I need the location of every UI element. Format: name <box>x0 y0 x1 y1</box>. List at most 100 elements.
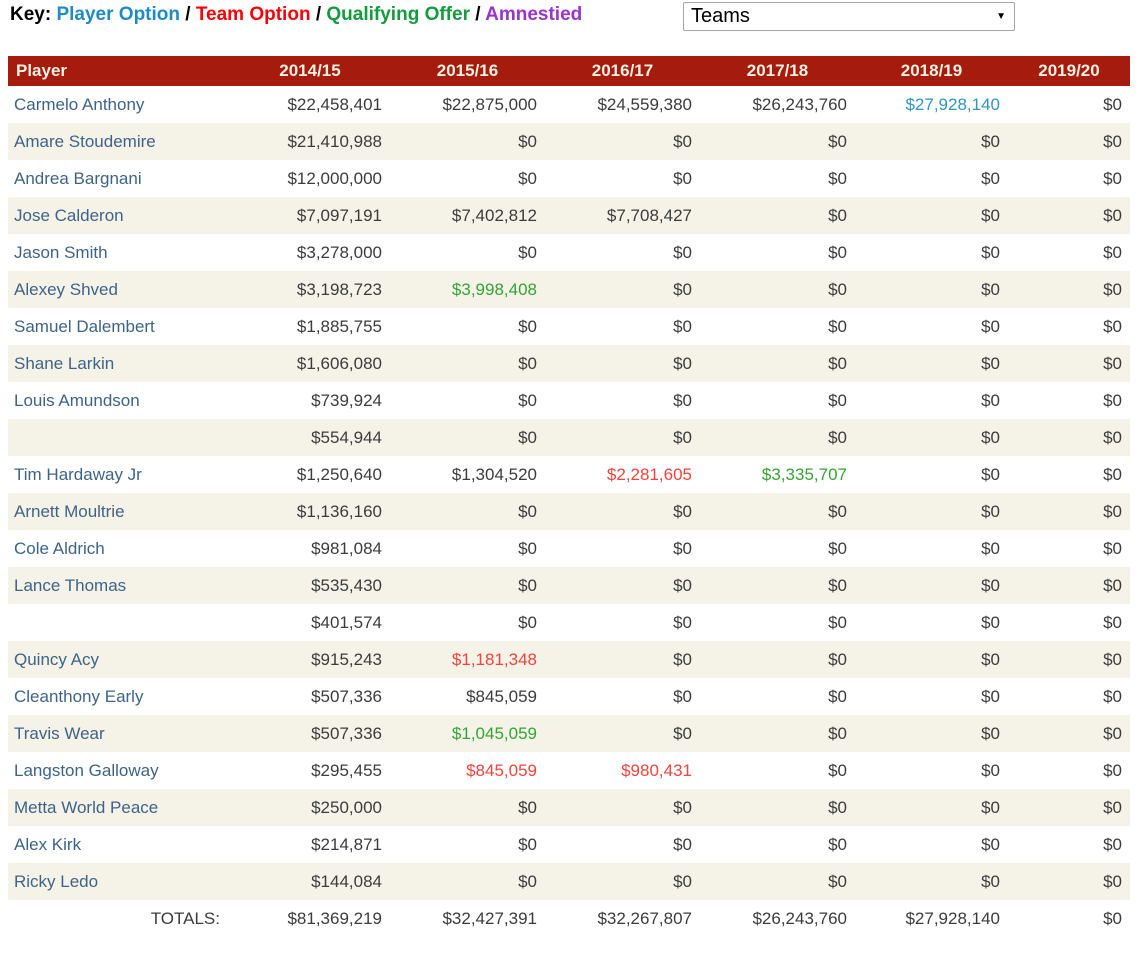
salary-cell: $0 <box>518 168 537 188</box>
salary-cell: $0 <box>1103 390 1122 410</box>
salary-cell: $1,136,160 <box>296 501 382 521</box>
salary-cell: $0 <box>673 612 692 632</box>
column-header-2014-15: 2014/15 <box>230 56 390 86</box>
player-name-link[interactable]: Amare Stoudemire <box>14 131 156 151</box>
salary-cell: $24,559,380 <box>597 94 692 114</box>
salary-cell: $0 <box>673 575 692 595</box>
salary-cell: $0 <box>1103 575 1122 595</box>
salary-cell: $0 <box>981 316 1000 336</box>
salary-cell: $0 <box>828 427 847 447</box>
salary-cell: $739,924 <box>311 390 382 410</box>
salary-cell: $26,243,760 <box>752 94 847 114</box>
salary-cell: $0 <box>828 797 847 817</box>
salary-cell: $1,250,640 <box>296 464 382 484</box>
player-name-link[interactable]: Lance Thomas <box>14 575 127 595</box>
salary-cell: $0 <box>518 575 537 595</box>
table-row: Metta World Peace $250,000 $0 $0 $0 $0 $0 <box>8 789 1130 826</box>
salary-cell: $0 <box>518 501 537 521</box>
legend-item-team-option: Team Option <box>195 4 311 25</box>
player-name-link[interactable]: Jose Calderon <box>14 205 124 225</box>
table-row: Amare Stoudemire $21,410,988 $0 $0 $0 $0 $0 <box>8 123 1130 160</box>
salary-cell: $1,181,348 <box>451 649 537 669</box>
salary-cell: $0 <box>1103 649 1122 669</box>
salary-cell: $250,000 <box>311 797 382 817</box>
salary-cell: $27,928,140 <box>905 94 1000 114</box>
column-header-player: Player <box>8 56 230 86</box>
player-name-link[interactable]: Cole Aldrich <box>14 538 105 558</box>
salary-cell: $1,304,520 <box>451 464 537 484</box>
totals-value: $81,369,219 <box>230 900 390 937</box>
table-row: Jose Calderon $7,097,191 $7,402,812 $7,708,… <box>8 197 1130 234</box>
player-name-link[interactable]: Quincy Acy <box>14 649 100 669</box>
salary-cell: $401,574 <box>311 612 382 632</box>
player-name-link[interactable]: Travis Wear <box>14 723 105 743</box>
table-row: Alexey Shved $3,198,723 $3,998,408 $0 $0 $0 $0 <box>8 271 1130 308</box>
salary-cell: $0 <box>981 501 1000 521</box>
player-name-link[interactable]: Ricky Ledo <box>14 871 99 891</box>
salary-cell: $3,335,707 <box>761 464 847 484</box>
player-name-link[interactable]: Cleanthony Early <box>14 686 144 706</box>
column-header-2016-17: 2016/17 <box>545 56 700 86</box>
teams-dropdown[interactable]: Teams ▼ <box>683 2 1015 31</box>
salary-cell: $0 <box>1103 427 1122 447</box>
legend-items: Player Option / Team Option / Qualifying… <box>56 4 582 25</box>
salary-cell: $0 <box>828 834 847 854</box>
salary-cell: $0 <box>1103 242 1122 262</box>
player-name-link[interactable]: Metta World Peace <box>14 797 159 817</box>
dropdown-arrow-icon: ▼ <box>996 10 1006 22</box>
salary-cell: $0 <box>981 427 1000 447</box>
table-header: Player 2014/15 2015/16 2016/17 2017/18 2018/1… <box>8 56 1130 86</box>
player-name-link[interactable]: Louis Amundson <box>14 390 140 410</box>
salary-cell: $0 <box>1103 760 1122 780</box>
salary-cell: $0 <box>673 131 692 151</box>
salary-cell: $0 <box>518 316 537 336</box>
salary-cell: $7,708,427 <box>606 205 692 225</box>
player-name-link[interactable]: Alexey Shved <box>14 279 118 299</box>
salary-cell: $0 <box>518 871 537 891</box>
player-name-link[interactable]: Tim Hardaway Jr <box>14 464 142 484</box>
player-name-link[interactable]: Langston Galloway <box>14 760 159 780</box>
column-header-2019-20: 2019/20 <box>1008 56 1130 86</box>
player-name-link[interactable]: Alex Kirk <box>14 834 82 854</box>
player-name-link[interactable]: Arnett Moultrie <box>14 501 125 521</box>
salary-cell: $0 <box>673 353 692 373</box>
salary-cell: $0 <box>1103 871 1122 891</box>
salary-cell: $507,336 <box>311 723 382 743</box>
player-name-link[interactable]: Jason Smith <box>14 242 108 262</box>
salary-cell: $0 <box>518 131 537 151</box>
salary-cell: $3,278,000 <box>296 242 382 262</box>
salary-cell: $0 <box>518 353 537 373</box>
salary-cell: $0 <box>673 797 692 817</box>
salary-cell: $0 <box>828 205 847 225</box>
table-body: Carmelo Anthony $22,458,401 $22,875,000 $24… <box>8 86 1130 937</box>
table-row: Cole Aldrich $981,084 $0 $0 $0 $0 $0 <box>8 530 1130 567</box>
salary-cell: $0 <box>1103 168 1122 188</box>
player-name-link[interactable]: Samuel Dalembert <box>14 316 155 336</box>
salary-cell: $0 <box>1103 501 1122 521</box>
salary-cell: $0 <box>981 871 1000 891</box>
salary-cell: $7,402,812 <box>451 205 537 225</box>
totals-row: TOTALS: $81,369,219 $32,427,391 $32,267,807… <box>8 900 1130 937</box>
salary-cell: $0 <box>828 131 847 151</box>
table-row: $401,574 $0 $0 $0 $0 $0 <box>8 604 1130 641</box>
salary-cell: $295,455 <box>311 760 382 780</box>
salary-cell: $0 <box>981 797 1000 817</box>
salary-cell: $1,606,080 <box>296 353 382 373</box>
player-name-link[interactable]: Andrea Bargnani <box>14 168 142 188</box>
salary-cell: $0 <box>828 168 847 188</box>
salary-cell: $0 <box>1103 94 1122 114</box>
player-name-link[interactable]: Carmelo Anthony <box>14 94 145 114</box>
salary-cell: $0 <box>1103 797 1122 817</box>
salary-cell: $981,084 <box>311 538 382 558</box>
salary-cell: $0 <box>981 353 1000 373</box>
salary-cell: $0 <box>518 390 537 410</box>
table-row: Ricky Ledo $144,084 $0 $0 $0 $0 $0 <box>8 863 1130 900</box>
salary-cell: $0 <box>828 390 847 410</box>
table-row: Langston Galloway $295,455 $845,059 $980,43… <box>8 752 1130 789</box>
salary-cell: $3,198,723 <box>296 279 382 299</box>
salary-cell: $0 <box>828 316 847 336</box>
salary-cell: $0 <box>1103 464 1122 484</box>
salary-cell: $0 <box>518 834 537 854</box>
player-name-link[interactable]: Shane Larkin <box>14 353 115 373</box>
